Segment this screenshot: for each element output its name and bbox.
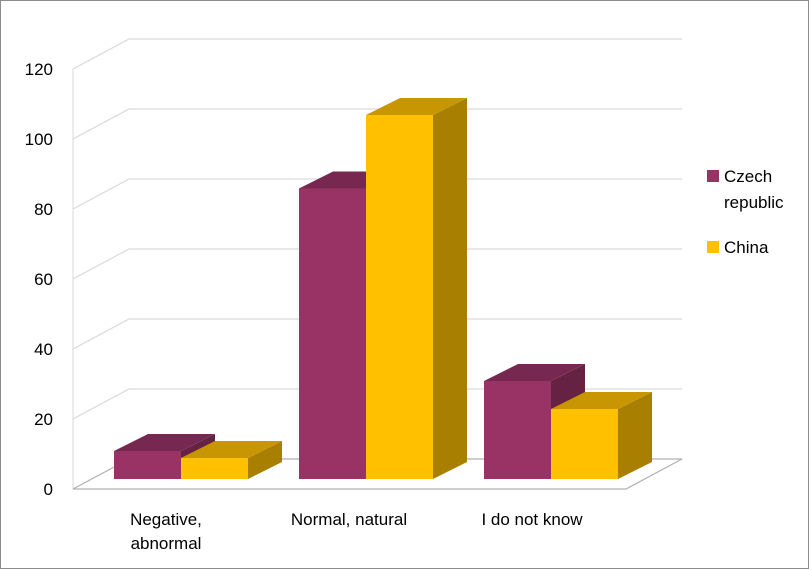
legend-label: China — [724, 238, 769, 257]
gridline-60 — [72, 248, 682, 280]
legend-label-line: China — [724, 238, 769, 257]
bar-side-face — [248, 441, 282, 479]
legend-item-0: Czech republic — [707, 167, 784, 212]
category-label-line: abnormal — [131, 534, 202, 553]
y-tick-label-120: 120 — [25, 60, 53, 79]
y-tick-label-0: 0 — [44, 480, 53, 499]
bars — [114, 98, 652, 479]
bar-china-0 — [181, 441, 282, 479]
y-tick-label-80: 80 — [34, 200, 53, 219]
bar-top-face — [181, 441, 282, 458]
gridline-40 — [72, 318, 682, 350]
gridline-80 — [72, 178, 682, 210]
legend-label-line: republic — [724, 193, 784, 212]
legend-label: Czech republic — [724, 167, 784, 212]
bar-china-2 — [551, 392, 652, 479]
bar-front-face — [181, 458, 248, 479]
bar-china-1 — [366, 98, 467, 479]
gridlines — [72, 38, 682, 420]
legend: Czech republic China — [707, 167, 784, 257]
bar-top-face — [551, 392, 652, 409]
category-label-0: Negative, abnormal — [130, 510, 202, 553]
x-axis-category-labels: Negative, abnormal Normal, natural I do not… — [130, 510, 583, 553]
y-tick-label-20: 20 — [34, 410, 53, 429]
y-axis-tick-labels: 0 20 40 60 80 100 120 — [25, 60, 53, 499]
category-label-line: Normal, natural — [291, 510, 407, 529]
legend-item-1: China — [707, 238, 769, 257]
bar-front-face — [366, 115, 433, 479]
bar-top-face — [114, 434, 215, 451]
legend-swatch — [707, 170, 719, 182]
category-label-line: I do not know — [481, 510, 583, 529]
bar-front-face — [299, 188, 366, 479]
legend-swatch — [707, 241, 719, 253]
bar-front-face — [551, 409, 618, 479]
category-label-1: Normal, natural — [291, 510, 407, 529]
y-tick-label-60: 60 — [34, 270, 53, 289]
y-tick-label-40: 40 — [34, 340, 53, 359]
bar-top-face — [484, 364, 585, 381]
bar-front-face — [484, 381, 551, 479]
floor — [72, 458, 683, 490]
category-label-line: Negative, — [130, 510, 202, 529]
y-tick-label-100: 100 — [25, 130, 53, 149]
bar-side-face — [433, 98, 467, 479]
bar-side-face — [618, 392, 652, 479]
gridline-120 — [72, 38, 682, 70]
category-label-2: I do not know — [481, 510, 583, 529]
bar-front-face — [114, 451, 181, 479]
bar-top-face — [366, 98, 467, 115]
gridline-100 — [72, 108, 682, 140]
legend-label-line: Czech — [724, 167, 772, 186]
